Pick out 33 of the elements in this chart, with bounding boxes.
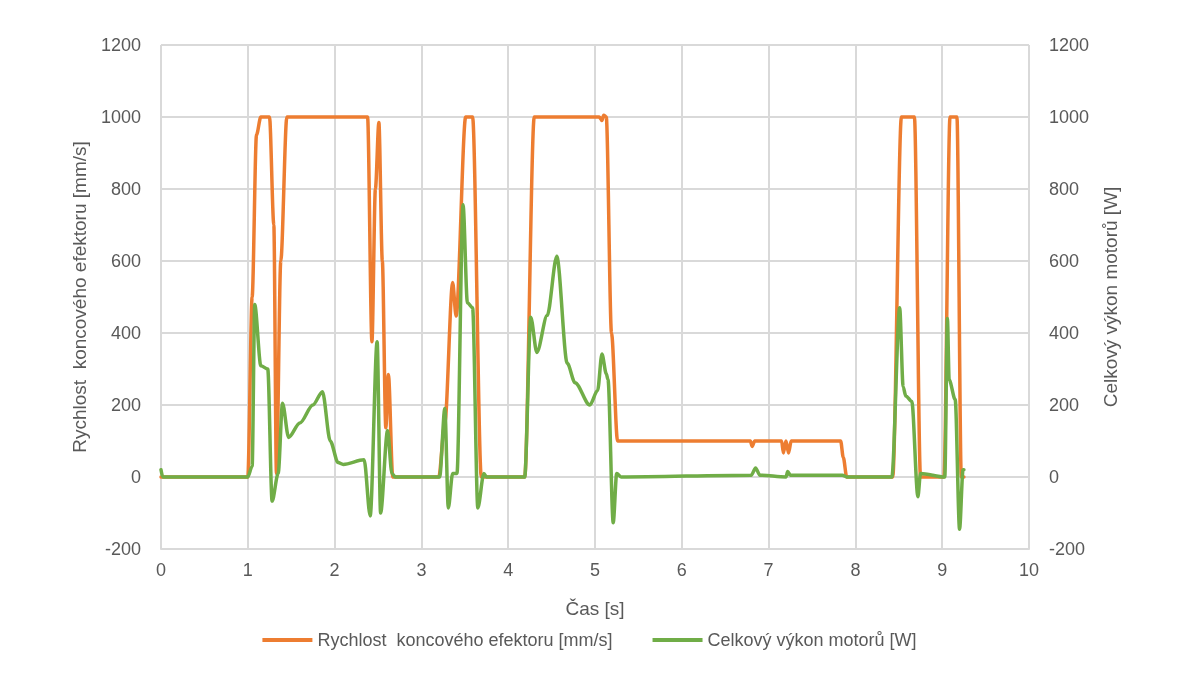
y2-tick-label: 1000 bbox=[1049, 107, 1090, 127]
y-tick-label: 1200 bbox=[100, 35, 141, 55]
y-tick-label: 200 bbox=[110, 395, 141, 415]
y2-tick-label: 400 bbox=[1049, 323, 1080, 343]
legend-label: Celkový výkon motorů [W] bbox=[707, 630, 917, 650]
x-tick-label: 10 bbox=[1018, 560, 1040, 580]
y-tick-label: 800 bbox=[110, 179, 141, 199]
x-tick-label: 3 bbox=[416, 560, 427, 580]
y2-tick-label: 1200 bbox=[1049, 35, 1090, 55]
x-tick-label: 1 bbox=[242, 560, 253, 580]
x-tick-label: 2 bbox=[329, 560, 340, 580]
y2-tick-label: -200 bbox=[1049, 539, 1086, 559]
x-tick-label: 6 bbox=[676, 560, 687, 580]
x-tick-label: 7 bbox=[763, 560, 774, 580]
x-tick-label: 4 bbox=[503, 560, 514, 580]
x-tick-label: 0 bbox=[155, 560, 167, 580]
x-tick-label: 5 bbox=[589, 560, 601, 580]
y2-tick-label: 200 bbox=[1049, 395, 1080, 415]
y2-tick-label: 0 bbox=[1049, 467, 1060, 487]
y2-tick-label: 800 bbox=[1049, 179, 1080, 199]
x-axis-title: Čas [s] bbox=[565, 598, 625, 619]
y2-tick-label: 600 bbox=[1049, 251, 1080, 271]
y-tick-label: 600 bbox=[110, 251, 141, 271]
y-tick-label: -200 bbox=[104, 539, 141, 559]
y2-axis-title: Celkový výkon motorů [W] bbox=[1100, 186, 1121, 408]
y-axis-title: Rychlost koncového efektoru [mm/s] bbox=[69, 141, 90, 453]
y-tick-label: 0 bbox=[130, 467, 141, 487]
y-tick-label: 400 bbox=[110, 323, 141, 343]
x-tick-label: 9 bbox=[937, 560, 948, 580]
y-tick-label: 1000 bbox=[100, 107, 141, 127]
legend-label: Rychlost koncového efektoru [mm/s] bbox=[317, 630, 613, 650]
x-tick-label: 8 bbox=[850, 560, 861, 580]
line-series bbox=[159, 203, 966, 531]
